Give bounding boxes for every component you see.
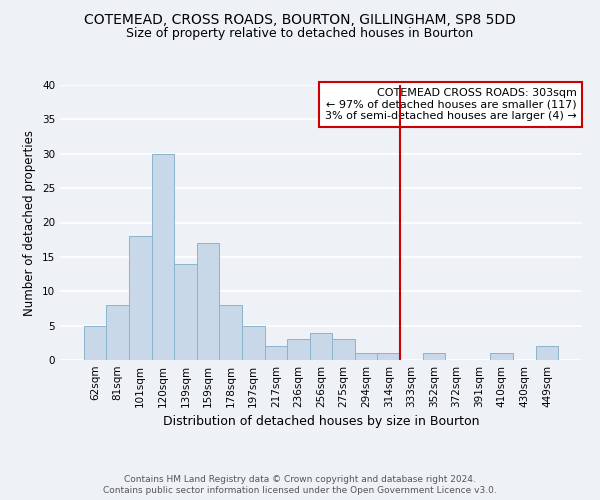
Text: Contains public sector information licensed under the Open Government Licence v3: Contains public sector information licen…	[103, 486, 497, 495]
Bar	[152, 154, 174, 360]
Text: COTEMEAD CROSS ROADS: 303sqm
← 97% of detached houses are smaller (117)
3% of se: COTEMEAD CROSS ROADS: 303sqm ← 97% of de…	[325, 88, 577, 121]
Bar	[84, 326, 106, 360]
Bar	[490, 353, 513, 360]
Bar	[220, 305, 242, 360]
Bar	[174, 264, 197, 360]
Bar	[197, 243, 220, 360]
Text: Size of property relative to detached houses in Bourton: Size of property relative to detached ho…	[127, 28, 473, 40]
Bar	[377, 353, 400, 360]
Bar	[106, 305, 129, 360]
Text: Contains HM Land Registry data © Crown copyright and database right 2024.: Contains HM Land Registry data © Crown c…	[124, 475, 476, 484]
Bar	[422, 353, 445, 360]
Bar	[129, 236, 152, 360]
Bar	[310, 332, 332, 360]
Y-axis label: Number of detached properties: Number of detached properties	[23, 130, 37, 316]
Text: COTEMEAD, CROSS ROADS, BOURTON, GILLINGHAM, SP8 5DD: COTEMEAD, CROSS ROADS, BOURTON, GILLINGH…	[84, 12, 516, 26]
Bar	[332, 340, 355, 360]
Bar	[265, 346, 287, 360]
Bar	[242, 326, 265, 360]
Bar	[536, 346, 558, 360]
Bar	[287, 340, 310, 360]
X-axis label: Distribution of detached houses by size in Bourton: Distribution of detached houses by size …	[163, 416, 479, 428]
Bar	[355, 353, 377, 360]
